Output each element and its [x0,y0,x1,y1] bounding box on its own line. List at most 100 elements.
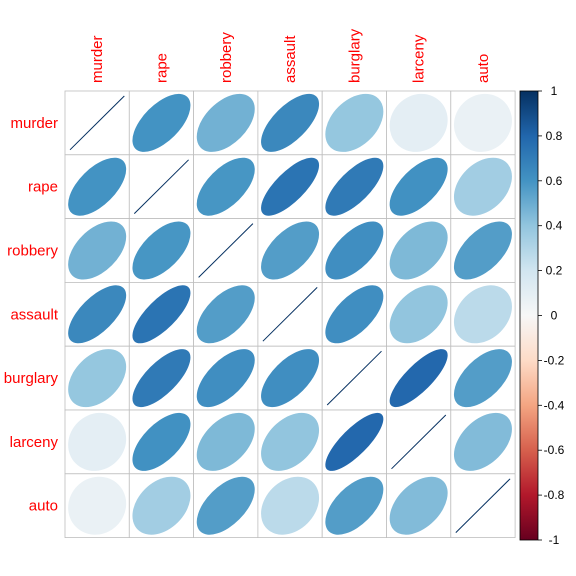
correlation-ellipse [196,93,255,152]
diagonal-line [262,287,318,342]
row-label-robbery: robbery [7,243,58,260]
cell-burglary-assault [257,345,323,411]
diagonal-line [198,223,254,278]
correlation-ellipse [132,221,191,280]
cell-larceny-auto [450,409,516,475]
cell-rape-burglary [321,154,387,220]
colorbar-tick-label: -0.4 [544,398,565,412]
correlation-ellipse [261,349,320,408]
colorbar-tick-label: -0.2 [544,353,565,367]
correlation-ellipse [68,221,127,280]
col-label-murder: murder [89,35,106,83]
cell-murder-murder [64,90,130,156]
correlation-ellipse [132,476,191,535]
correlation-ellipse [68,157,127,216]
correlation-ellipse [389,221,448,280]
cell-assault-larceny [386,281,452,347]
cell-rape-rape [128,154,195,220]
diagonal-line [133,159,189,214]
cell-auto-assault [257,473,323,538]
cell-murder-robbery [193,90,259,156]
correlation-ellipse [453,349,512,408]
colorbar-tick-label: 1 [551,84,558,98]
correlation-ellipse [261,412,320,471]
cell-larceny-murder [64,409,130,475]
correlation-ellipse [68,285,127,344]
correlation-ellipse [453,412,512,471]
correlation-ellipse [389,476,448,535]
correlation-ellipse [261,476,320,535]
cell-auto-larceny [386,473,452,538]
colorbar: 1 0.8 0.6 0.4 0.2 0 -0.2 -0.4 -0.6 -0.8 -1 [519,84,565,547]
cell-larceny-robbery [193,409,259,475]
correlation-ellipse [389,349,448,408]
diagonal-line [391,414,447,470]
cell-auto-burglary [321,473,387,538]
colorbar-gradient [519,90,539,541]
cell-assault-assault [257,281,323,347]
col-label-burglary: burglary [346,28,363,83]
cell-burglary-murder [64,345,130,411]
cell-auto-auto [450,473,516,538]
correlation-ellipse [261,221,320,280]
correlation-ellipse [196,349,255,408]
correlation-ellipse [196,157,255,216]
correlation-ellipse [68,349,127,408]
cell-auto-murder [64,473,130,538]
diagonal-line [69,95,125,151]
correlation-ellipse [453,93,512,152]
cell-robbery-robbery [193,218,259,283]
correlation-ellipse [261,93,320,152]
col-label-robbery: robbery [218,32,235,83]
cell-murder-rape [128,90,195,156]
cell-robbery-auto [450,218,516,283]
cell-rape-larceny [386,154,452,220]
colorbar-tick-label: 0.4 [546,219,563,233]
cell-robbery-burglary [321,218,387,283]
cell-murder-auto [450,90,516,156]
correlation-ellipse [325,412,384,471]
diagonal-line [455,478,511,533]
colorbar-tick-label: 0.8 [546,129,563,143]
correlation-ellipse [261,157,320,216]
cell-murder-larceny [386,90,452,156]
cell-robbery-assault [257,218,323,283]
correlation-ellipse [325,476,384,535]
correlation-ellipse [196,476,255,535]
cell-assault-burglary [321,281,387,347]
cell-murder-assault [257,90,323,156]
row-label-auto: auto [29,498,58,515]
cell-larceny-assault [257,409,323,475]
colorbar-tick-label: 0.2 [546,264,563,278]
col-label-assault: assault [282,35,299,83]
correlation-ellipse [325,285,384,344]
cell-robbery-rape [128,218,195,283]
correlation-ellipse [325,221,384,280]
cell-larceny-larceny [386,409,452,475]
colorbar-tick-label: -0.8 [544,488,565,502]
cell-larceny-burglary [321,409,387,475]
cell-auto-rape [128,473,195,538]
correlation-ellipse [68,476,127,535]
cell-assault-auto [450,281,516,347]
col-label-auto: auto [475,54,492,83]
cell-murder-burglary [321,90,387,156]
correlation-ellipse [453,157,512,216]
correlation-ellipse [68,412,127,471]
correlation-ellipse [132,349,191,408]
row-label-larceny: larceny [10,434,59,451]
colorbar-tick-label: -1 [549,533,560,547]
cell-larceny-rape [128,409,195,475]
cell-robbery-murder [64,218,130,283]
row-label-burglary: burglary [4,370,59,387]
correlation-ellipse [196,412,255,471]
cell-rape-auto [450,154,516,220]
correlation-ellipse [132,285,191,344]
correlation-ellipse [389,93,448,152]
cell-assault-murder [64,281,130,347]
diagonal-line [326,350,382,406]
col-label-rape: rape [153,53,170,83]
correlation-ellipse [325,157,384,216]
row-label-rape: rape [28,179,58,196]
